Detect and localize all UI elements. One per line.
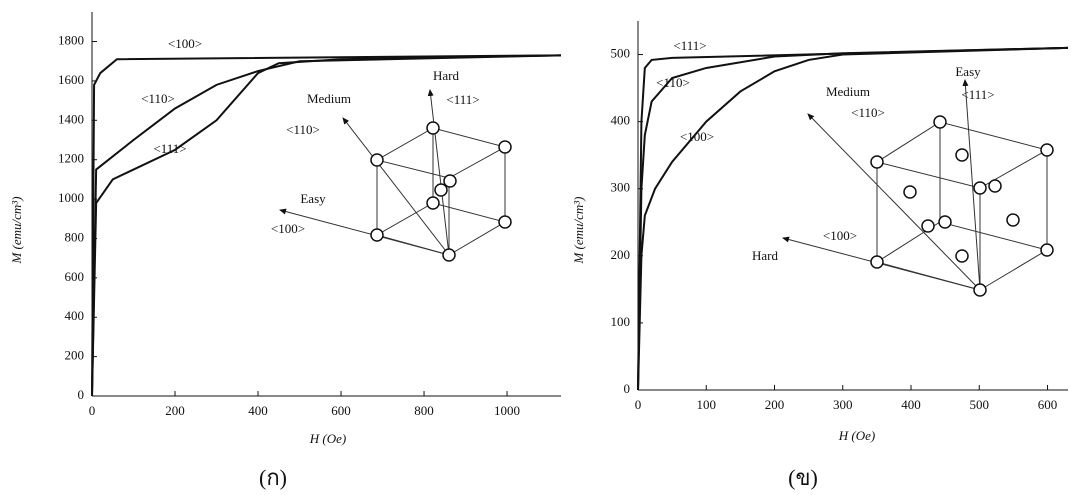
y-tick-label: 0 — [78, 387, 85, 402]
y-tick-label: 1200 — [58, 151, 84, 166]
curve — [637, 46, 1069, 391]
annotation: Easy — [300, 191, 326, 206]
y-tick-label: 100 — [611, 314, 631, 329]
x-tick-label: 400 — [901, 397, 921, 412]
annotation: Medium — [307, 91, 351, 106]
series-label: <111> — [153, 141, 186, 156]
x-tick-label: 200 — [765, 397, 785, 412]
annotation: <110> — [286, 122, 320, 137]
caption: (ก) — [259, 465, 287, 490]
y-tick-label: 1000 — [58, 190, 84, 205]
x-tick-label: 0 — [635, 397, 642, 412]
annotation: Hard — [433, 68, 459, 83]
annotation: <111> — [446, 92, 479, 107]
y-tick-label: 0 — [624, 381, 631, 396]
y-tick-label: 200 — [611, 247, 631, 262]
x-tick-label: 500 — [970, 397, 990, 412]
annotation: <100> — [823, 228, 857, 243]
y-tick-label: 500 — [611, 46, 631, 61]
cube-diagram — [279, 89, 512, 262]
y-tick-label: 400 — [65, 308, 85, 323]
y-tick-label: 600 — [65, 269, 85, 284]
curve — [91, 54, 562, 397]
curve — [91, 54, 562, 397]
x-tick-label: 600 — [1038, 397, 1058, 412]
caption: (ข) — [788, 465, 818, 490]
curve — [637, 46, 1069, 391]
x-tick-label: 100 — [697, 397, 717, 412]
y-tick-label: 1600 — [58, 72, 84, 87]
x-axis-label: H (Oe) — [309, 431, 346, 446]
series-label: <100> — [168, 36, 202, 51]
y-axis-label: M (emu/cm³) — [9, 196, 24, 264]
y-tick-label: 300 — [611, 180, 631, 195]
x-tick-label: 600 — [331, 403, 351, 418]
annotation: Medium — [826, 84, 870, 99]
x-tick-label: 800 — [414, 403, 434, 418]
x-tick-label: 400 — [248, 403, 268, 418]
x-tick-label: 1000 — [494, 403, 520, 418]
y-tick-label: 400 — [611, 113, 631, 128]
y-tick-label: 1800 — [58, 33, 84, 48]
series-label: <110> — [141, 91, 175, 106]
x-tick-label: 300 — [833, 397, 853, 412]
x-axis-label: H (Oe) — [838, 428, 875, 443]
x-tick-label: 0 — [89, 403, 96, 418]
y-tick-label: 800 — [65, 229, 85, 244]
annotation: <100> — [271, 221, 305, 236]
y-axis-label: M (emu/cm³) — [571, 196, 586, 264]
series-label: <111> — [673, 38, 706, 53]
x-tick-label: 200 — [165, 403, 185, 418]
curve — [91, 54, 562, 397]
cube-diagram — [782, 79, 1054, 297]
series-label: <100> — [680, 129, 714, 144]
annotation: Hard — [752, 248, 778, 263]
curve — [637, 46, 1069, 391]
annotation: <111> — [961, 87, 994, 102]
y-tick-label: 1400 — [58, 111, 84, 126]
y-tick-label: 200 — [65, 348, 85, 363]
annotation: Easy — [955, 64, 981, 79]
series-label: <110> — [656, 75, 690, 90]
annotation: <110> — [851, 105, 885, 120]
